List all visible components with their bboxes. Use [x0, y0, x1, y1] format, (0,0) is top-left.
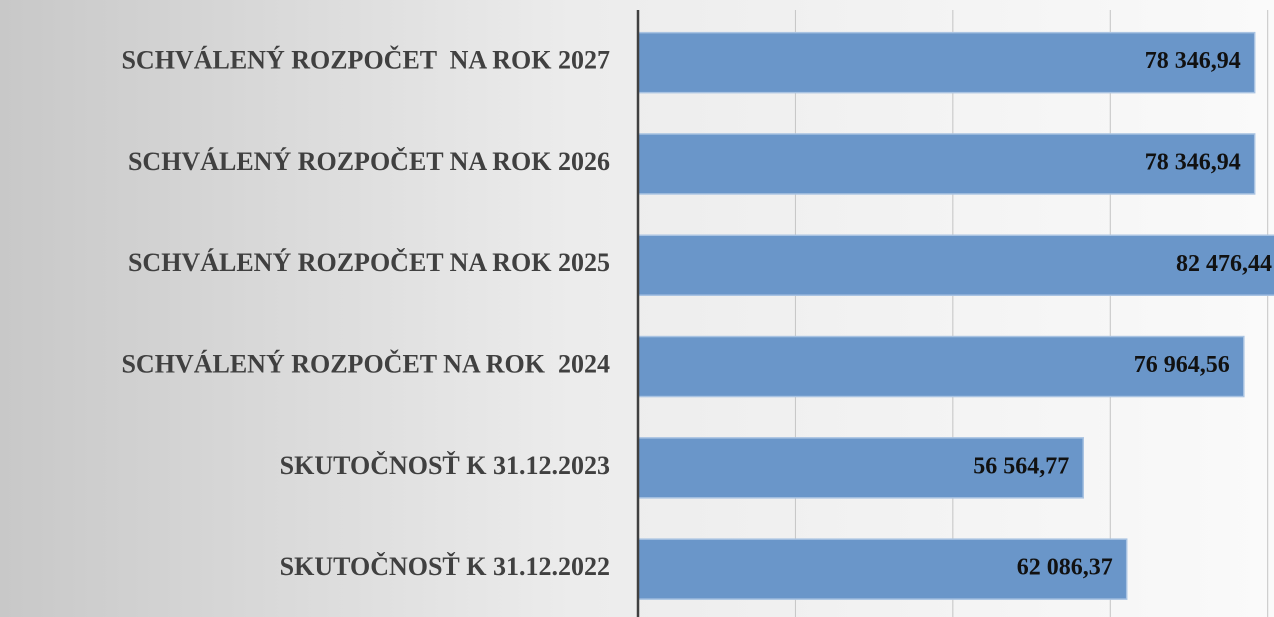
- bar: [637, 31, 1256, 94]
- value-label: 78 346,94: [1145, 149, 1241, 175]
- category-label: SCHVÁLENÝ ROZPOČET NA ROK 2027: [121, 46, 610, 75]
- value-label: 62 086,37: [1017, 555, 1113, 581]
- bar: [637, 133, 1256, 195]
- bar: [637, 234, 1274, 296]
- value-label: 78 346,94: [1145, 48, 1241, 74]
- bar: [637, 437, 1084, 499]
- value-label: 82 476,44: [1176, 251, 1272, 277]
- category-label: SCHVÁLENÝ ROZPOČET NA ROK 2024: [121, 350, 610, 379]
- category-label: SCHVÁLENÝ ROZPOČET NA ROK 2026: [128, 147, 610, 176]
- category-label: SCHVÁLENÝ ROZPOČET NA ROK 2025: [128, 248, 610, 277]
- value-label: 56 564,77: [973, 453, 1069, 479]
- category-label: SKUTOČNOSŤ K 31.12.2023: [280, 451, 610, 480]
- bar: [637, 335, 1245, 398]
- category-label: SKUTOČNOSŤ K 31.12.2022: [280, 552, 610, 581]
- value-label: 76 964,56: [1134, 352, 1230, 378]
- bar: [637, 538, 1128, 600]
